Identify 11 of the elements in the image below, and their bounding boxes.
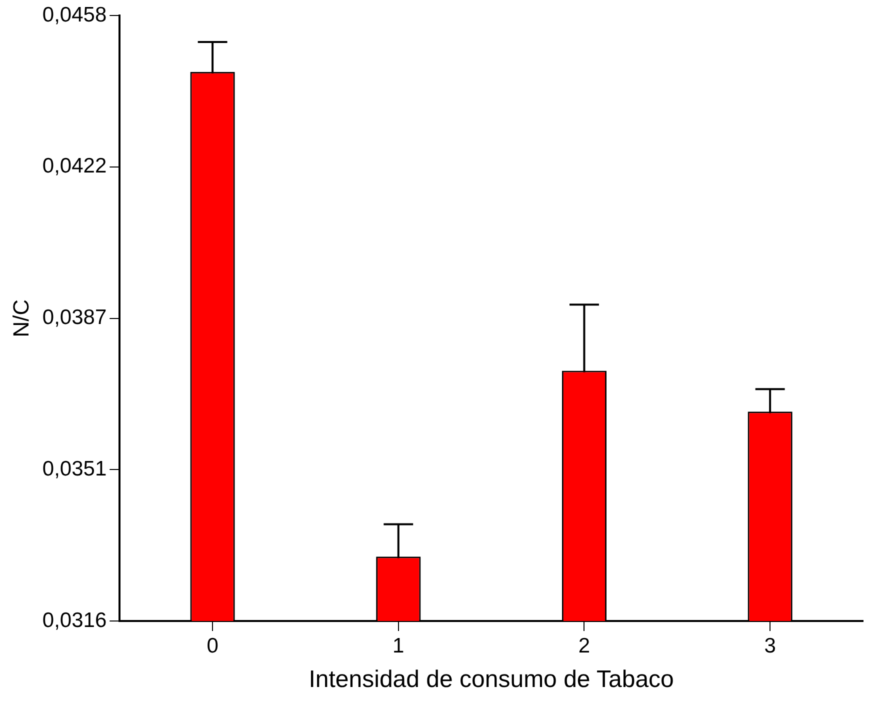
x-tick-label: 2 — [578, 634, 590, 658]
x-tick-label: 1 — [392, 634, 404, 658]
x-tick-label: 0 — [206, 634, 218, 658]
y-tick-label: 0,0316 — [42, 608, 107, 632]
x-tick-label: 3 — [764, 634, 776, 658]
y-tick-label: 0,0387 — [42, 306, 107, 330]
y-tick-label: 0,0458 — [42, 3, 107, 26]
y-axis-title: N/C — [8, 299, 34, 338]
y-tick-label: 0,0422 — [42, 154, 107, 178]
x-axis-title: Intensidad de consumo de Tabaco — [308, 666, 674, 694]
y-tick-label: 0,0351 — [42, 457, 107, 480]
